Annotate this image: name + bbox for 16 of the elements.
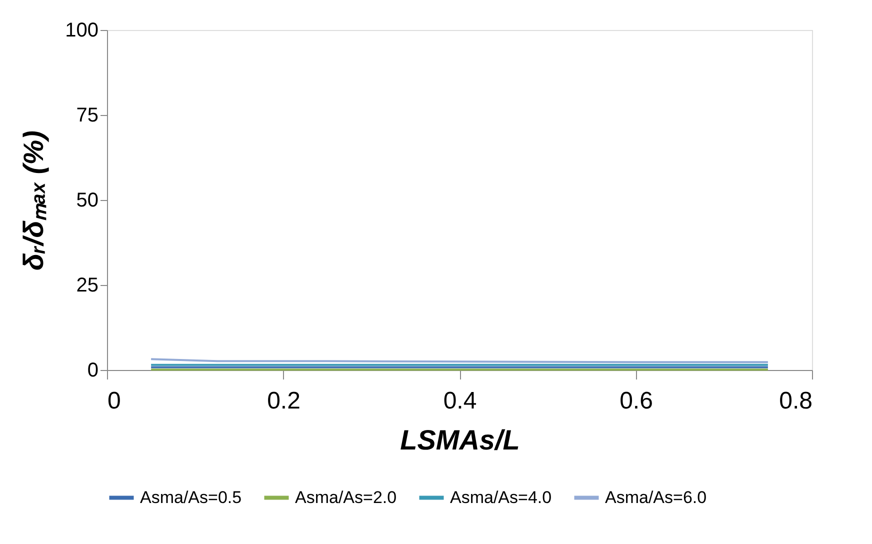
y-tick-label: 50 [76, 190, 98, 212]
x-tick-label: 0.4 [443, 388, 477, 414]
y-tick-label: 75 [76, 104, 98, 126]
x-tick-label: 0.2 [267, 388, 300, 414]
legend-label: Asma/As=4.0 [450, 488, 552, 507]
y-axis-title: δᵣ/δₘₐₓ (%) [18, 130, 50, 270]
legend-label: Asma/As=6.0 [605, 488, 707, 507]
y-tick-label: 25 [76, 274, 98, 296]
x-tick-label: 0.6 [620, 388, 653, 414]
y-tick-label: 100 [65, 20, 98, 42]
x-axis-title: LSMAs/L [400, 424, 520, 456]
x-tick-label: 0.8 [779, 388, 812, 414]
x-tick-label: 0 [108, 388, 121, 414]
y-tick-label: 0 [87, 360, 98, 382]
legend-label: Asma/As=2.0 [295, 488, 397, 507]
legend-label: Asma/As=0.5 [140, 488, 242, 507]
